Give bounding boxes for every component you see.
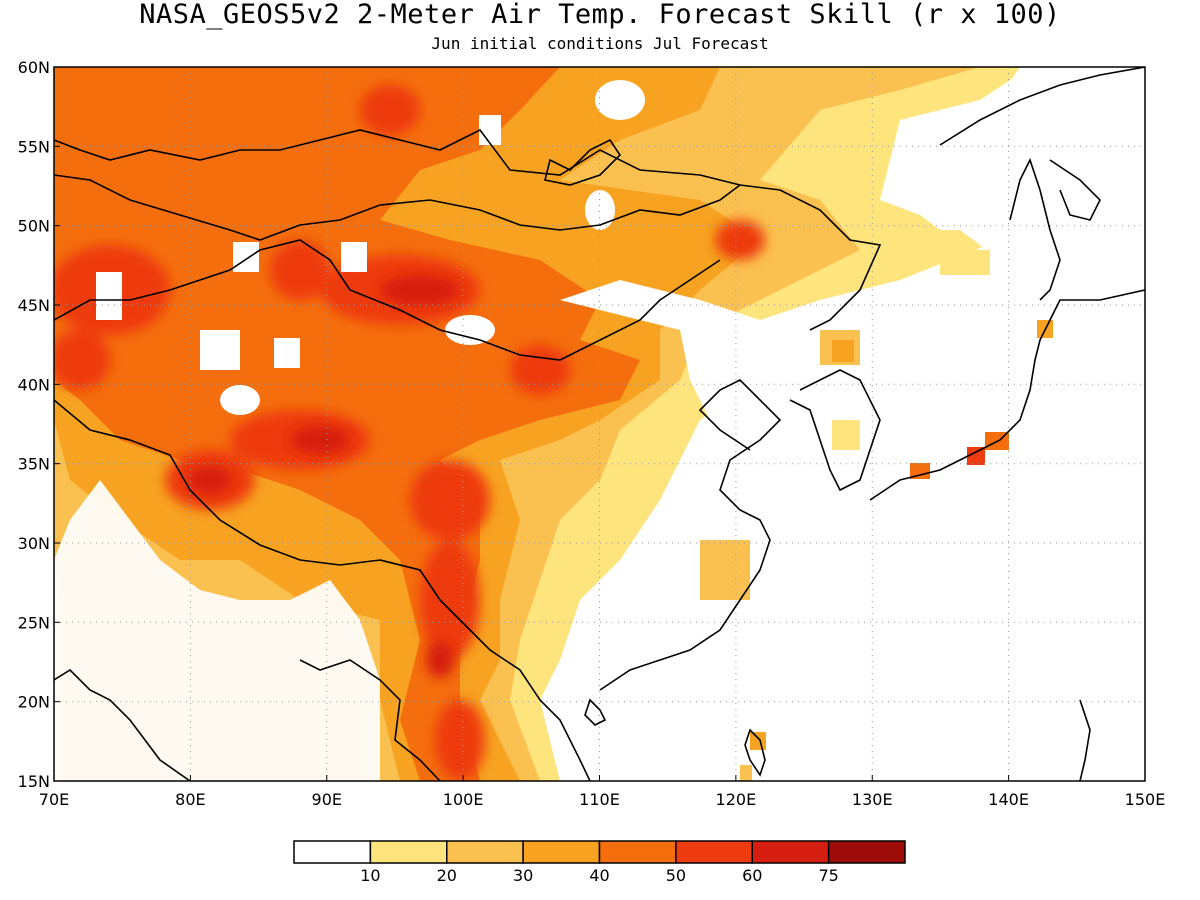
graticule	[54, 67, 1145, 781]
lon-tick-label: 130E	[852, 790, 893, 809]
colorbar-swatch	[522, 840, 601, 864]
lon-tick-label: 150E	[1125, 790, 1166, 809]
colorbar-swatch	[369, 840, 448, 864]
colorbar: 10 20 30 40 50 60 75	[293, 840, 906, 885]
lat-tick-label: 20N	[18, 693, 50, 712]
map-subtitle: Jun initial conditions Jul Forecast	[431, 34, 769, 53]
colorbar-label: 10	[360, 866, 380, 885]
lon-tick-label: 110E	[579, 790, 620, 809]
colorbar-label: 75	[818, 866, 838, 885]
lat-tick-label: 30N	[18, 534, 50, 553]
lon-tick-label: 120E	[716, 790, 757, 809]
colorbar-label: 30	[513, 866, 533, 885]
lon-tick-label: 100E	[443, 790, 484, 809]
coastlines-borders	[54, 67, 1145, 781]
colorbar-label: 20	[437, 866, 457, 885]
lat-tick-label: 55N	[18, 137, 50, 156]
colorbar-label: 40	[589, 866, 609, 885]
colorbar-label: 50	[666, 866, 686, 885]
lat-tick-label: 50N	[18, 217, 50, 236]
lat-tick-label: 40N	[18, 375, 50, 394]
latitude-tick-labels: 15N 20N 25N 30N 35N 40N 45N 50N 55N 60N	[18, 58, 60, 791]
lat-tick-label: 60N	[18, 58, 50, 77]
lon-tick-label: 80E	[175, 790, 205, 809]
lon-tick-label: 140E	[988, 790, 1029, 809]
colorbar-label: 60	[742, 866, 762, 885]
lon-tick-label: 90E	[312, 790, 342, 809]
colorbar-swatch	[293, 840, 372, 864]
lat-tick-label: 15N	[18, 772, 50, 791]
map-title: NASA_GEOS5v2 2-Meter Air Temp. Forecast …	[139, 0, 1061, 30]
colorbar-swatch	[751, 840, 830, 864]
colorbar-swatch	[827, 840, 906, 864]
colorbar-swatch	[598, 840, 677, 864]
lat-tick-label: 25N	[18, 613, 50, 632]
lat-tick-label: 35N	[18, 455, 50, 474]
colorbar-swatch	[446, 840, 524, 864]
lat-tick-label: 45N	[18, 296, 50, 315]
lon-tick-label: 70E	[39, 790, 69, 809]
skill-field	[54, 67, 1145, 781]
longitude-tick-labels: 70E 80E 90E 100E 110E 120E 130E 140E 150E	[39, 775, 1166, 809]
colorbar-swatch	[675, 840, 753, 864]
